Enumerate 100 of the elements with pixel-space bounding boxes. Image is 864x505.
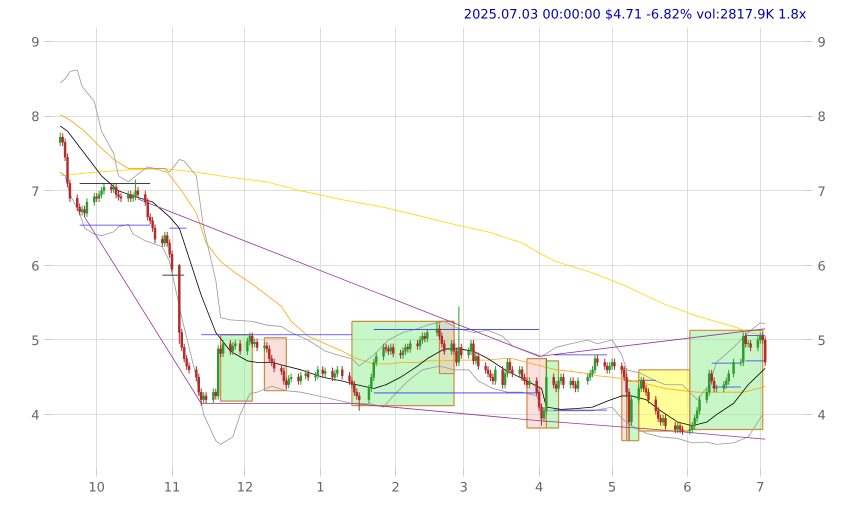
line-series	[60, 172, 764, 445]
candlestick	[596, 354, 599, 367]
candlestick	[606, 362, 608, 374]
candlestick	[416, 339, 419, 350]
candlestick	[164, 231, 166, 248]
candlestick	[588, 369, 592, 382]
candlestick	[204, 392, 208, 404]
y2-tick-label: 5	[818, 334, 826, 349]
x-tick-label: 12	[236, 480, 254, 496]
candlestick	[528, 376, 531, 389]
candlestick	[102, 182, 106, 196]
candlestick	[112, 182, 115, 194]
candlestick	[756, 336, 760, 352]
candlestick	[390, 343, 392, 356]
candlestick	[134, 179, 137, 202]
x-tick-label: 11	[164, 480, 180, 496]
candlestick	[426, 328, 429, 343]
candlestick	[59, 132, 62, 147]
candlestick	[604, 358, 606, 370]
candlestick	[472, 339, 475, 366]
candlestick	[306, 369, 310, 382]
candlestick	[202, 392, 205, 404]
candlestick	[114, 182, 118, 199]
y2-tick-label: 7	[818, 184, 826, 200]
candlestick	[238, 339, 242, 356]
candlestick	[749, 339, 752, 352]
y-tick-label: 6	[31, 259, 40, 274]
candlestick	[256, 338, 258, 352]
candlestick	[764, 336, 766, 367]
candlestick	[324, 367, 326, 378]
candlestick	[613, 358, 616, 370]
y2-tick-label: 9	[818, 36, 826, 51]
candlestick	[288, 374, 290, 389]
candlestick	[232, 342, 234, 356]
candlestick	[83, 205, 86, 218]
candlestick	[80, 205, 84, 216]
candlestick	[489, 369, 492, 382]
candlestick	[674, 422, 676, 434]
candlestick	[392, 343, 394, 358]
line-series	[84, 216, 766, 440]
candlestick	[251, 332, 254, 348]
candlestick	[508, 358, 512, 374]
candlestick	[214, 388, 218, 400]
chart-title: 2025.07.03 00:00:00 $4.71 -6.82% vol:2817.9K 1.8x	[464, 8, 807, 22]
candlestick	[460, 343, 463, 360]
candlestick	[474, 352, 478, 366]
candlestick	[382, 343, 385, 361]
x-tick-label: 1	[316, 480, 324, 496]
candlestick	[331, 367, 334, 382]
candlestick	[161, 235, 164, 248]
candlestick	[304, 369, 307, 380]
candlestick	[282, 367, 286, 386]
candlestick	[409, 339, 412, 354]
candlestick	[418, 336, 422, 350]
candlestick	[662, 414, 664, 426]
x-tick-label: 5	[608, 480, 616, 496]
y-tick-label: 9	[31, 36, 40, 51]
candlestick	[268, 344, 270, 363]
candlestick	[86, 198, 88, 218]
candlestick	[586, 373, 589, 386]
candlestick	[404, 343, 407, 356]
candlestick	[129, 190, 132, 203]
candlestick	[136, 186, 140, 199]
candlestick	[300, 372, 302, 386]
x-tick-label: 7	[756, 480, 764, 496]
candlestick	[127, 190, 130, 203]
candlestick	[470, 339, 472, 356]
candlestick	[212, 388, 215, 404]
candlestick	[569, 376, 572, 389]
candlestick	[610, 358, 614, 370]
candlestick	[229, 339, 232, 356]
x-tick-label: 3	[460, 480, 468, 496]
candlestick	[458, 306, 460, 367]
candlestick	[424, 332, 426, 343]
candlestick	[100, 186, 103, 199]
candlestick	[732, 358, 735, 378]
y2-tick-label: 4	[818, 408, 826, 424]
candlestick	[678, 422, 682, 434]
candlestick	[647, 388, 650, 404]
y2-tick-label: 8	[818, 110, 826, 126]
y2-tick-label: 6	[818, 259, 826, 274]
candlestick	[402, 346, 404, 360]
candlestick	[222, 339, 224, 358]
candlestick	[572, 376, 574, 389]
x-tick-label: 10	[88, 480, 105, 496]
candlestick	[316, 366, 320, 380]
candlestick	[272, 358, 276, 373]
candlestick	[608, 362, 611, 374]
candlestick	[494, 366, 497, 386]
candlestick	[322, 366, 324, 378]
candlestick	[642, 376, 645, 393]
candlestick	[552, 373, 555, 389]
candlestick	[594, 354, 596, 374]
candlestick	[520, 366, 524, 382]
candlestick	[518, 366, 521, 378]
candlestick	[336, 366, 339, 378]
x-tick-label: 6	[683, 480, 692, 496]
x-tick-label: 2	[392, 480, 400, 496]
candlestick	[348, 372, 351, 386]
candlestick	[576, 376, 580, 393]
